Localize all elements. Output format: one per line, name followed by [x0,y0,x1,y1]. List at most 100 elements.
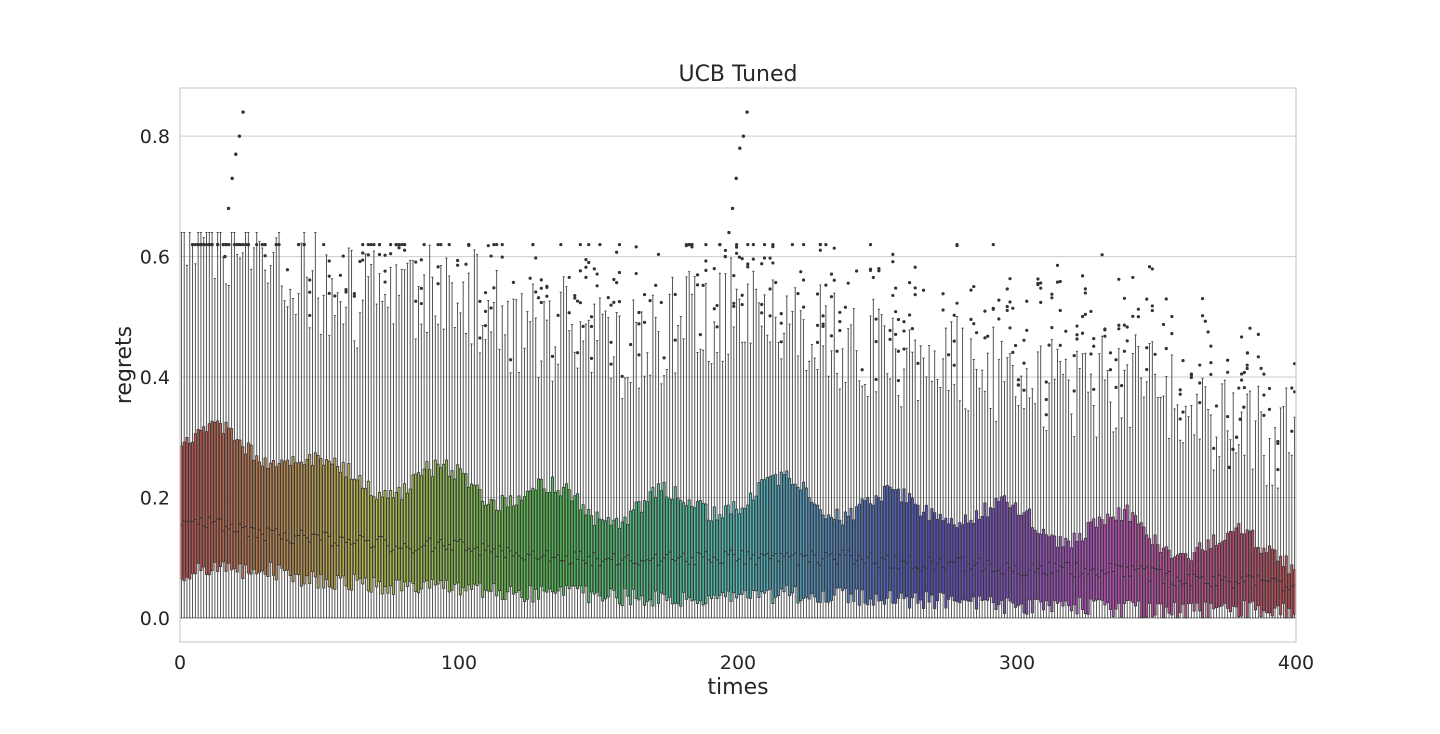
outlier-point [740,257,744,261]
box-body [698,500,702,602]
box-body [732,501,736,594]
box [199,232,203,619]
box [207,232,211,619]
box-body [319,458,323,575]
box [375,303,379,619]
box [902,368,906,619]
outlier-point [1080,314,1085,319]
box-body [400,499,404,592]
outlier-point [366,253,370,257]
outlier-point [774,280,778,285]
box [355,347,359,619]
box [587,319,591,619]
box-body [829,517,833,601]
box [1167,437,1171,619]
outlier-point [642,320,647,324]
box [737,298,741,619]
box-body [595,511,599,593]
outlier-point [846,281,850,285]
box-body [1259,552,1263,618]
outlier-point [419,286,423,290]
outlier-point [224,242,228,247]
box [1030,388,1034,619]
box [581,340,585,619]
outlier-point [389,242,393,247]
box [509,372,513,619]
outlier-point [1122,323,1127,327]
box-body [567,489,571,590]
box [475,254,479,619]
box [718,272,722,619]
outlier-point [1114,385,1118,389]
outlier-point [1047,343,1051,347]
box-body [891,489,895,604]
box-body [888,486,892,592]
box [941,358,945,619]
box-body [196,428,200,564]
box-body [1106,513,1110,604]
outlier-point [910,327,914,331]
outlier-point [492,286,496,290]
box-body [676,497,680,605]
outlier-point [835,349,839,353]
box [1284,387,1288,619]
box-body [492,499,496,585]
outlier-point [634,245,638,249]
box-body [576,493,580,590]
outlier-point [1005,308,1009,313]
box [1008,353,1012,619]
outlier-point [595,272,599,276]
outlier-point [712,267,716,271]
outlier-point [274,242,278,247]
box [601,313,605,619]
outlier-point [1150,267,1154,271]
boxes [179,232,1297,619]
box-body [1220,541,1224,607]
x-tick-label: 0 [174,652,186,674]
box [977,387,981,619]
box [405,262,409,619]
box [869,315,873,619]
box [1089,373,1093,619]
box-body [966,522,970,602]
outlier-point [991,307,995,311]
box-body [1053,535,1057,601]
box [562,276,566,619]
outlier-point [483,291,488,295]
box-body [472,484,476,585]
box [598,297,602,619]
box-body [1170,558,1174,616]
outlier-point [232,242,237,247]
box [1201,377,1205,619]
outlier-point [500,255,504,259]
box-body [1134,515,1138,607]
outlier-point [727,230,731,235]
box-body [199,430,203,571]
box [252,247,256,619]
box-body [1011,504,1015,604]
box [1016,404,1020,619]
box-body [949,518,953,597]
box-body [372,496,376,578]
box-body [687,499,691,598]
box [804,370,808,619]
box-body [629,510,633,606]
outlier-point [712,307,716,311]
outlier-point [986,334,990,338]
box-body [271,460,275,576]
outlier-point [358,259,362,264]
outlier-point [818,248,822,252]
box [305,276,309,619]
box-body [1184,553,1188,619]
outlier-point [1226,370,1230,374]
box [436,323,440,619]
outlier-point [394,242,398,247]
y-tick-label: 0.6 [140,247,170,269]
box [1209,414,1213,619]
box-body [277,463,281,566]
box [1053,378,1057,619]
box [299,242,303,619]
box [947,390,951,619]
box [1245,393,1249,619]
box [333,315,337,619]
